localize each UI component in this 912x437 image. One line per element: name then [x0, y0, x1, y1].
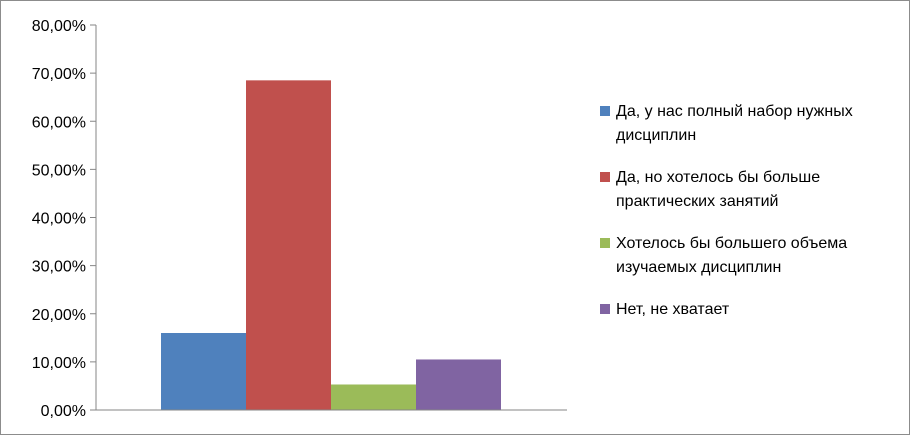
y-tick-label: 0,00% — [41, 403, 86, 420]
bar — [246, 80, 331, 410]
bars — [161, 80, 501, 410]
legend-swatch — [600, 238, 610, 248]
y-tick-label: 60,00% — [32, 114, 86, 131]
legend-label: Нет, не хватает — [616, 301, 730, 318]
legend-swatch — [600, 106, 610, 116]
legend: Да, у нас полный набор нужных дисциплин … — [600, 100, 900, 340]
legend-item: Да, у нас полный набор нужных дисциплин — [600, 100, 900, 148]
y-tick-label: 80,00% — [32, 18, 86, 35]
y-tick-label: 10,00% — [32, 355, 86, 372]
legend-label: Да, у нас полный набор нужных дисциплин — [616, 103, 853, 144]
y-axis-ticks: 0,00% 10,00% 20,00% 30,00% 40,00% 50,00% 60,00… — [32, 18, 96, 420]
y-tick-label: 70,00% — [32, 66, 86, 83]
bar — [331, 384, 416, 410]
y-tick-label: 50,00% — [32, 162, 86, 179]
y-tick-label: 20,00% — [32, 307, 86, 324]
y-tick-label: 30,00% — [32, 259, 86, 276]
legend-item: Хотелось бы большего объема изучаемых ди… — [600, 232, 900, 280]
legend-label: Да, но хотелось бы больше практических з… — [616, 169, 821, 210]
legend-item: Да, но хотелось бы больше практических з… — [600, 166, 900, 214]
bar — [416, 359, 501, 410]
legend-label: Хотелось бы большего объема изучаемых ди… — [616, 235, 848, 276]
legend-item: Нет, не хватает — [600, 298, 900, 322]
legend-swatch — [600, 304, 610, 314]
legend-swatch — [600, 172, 610, 182]
y-tick-label: 40,00% — [32, 211, 86, 228]
bar — [161, 333, 246, 410]
